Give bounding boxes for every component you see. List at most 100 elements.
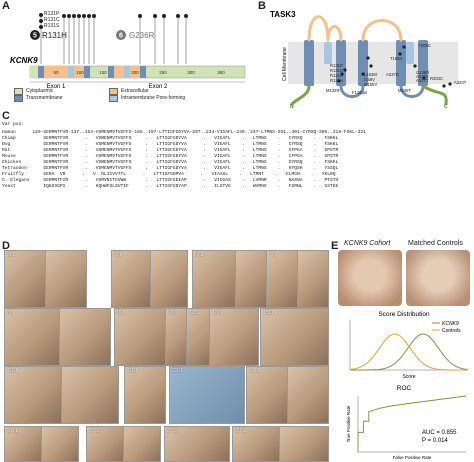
count-circle-1: 5 [33, 33, 37, 40]
label-a237d: A237D [386, 72, 399, 77]
swatch-tm [14, 95, 23, 102]
label-r131c: R131C [330, 68, 343, 73]
label-r131h: R131H [330, 78, 343, 83]
exon2-label: Exon 2 [149, 84, 168, 90]
count-circle-2: 6 [119, 33, 123, 40]
patient-photo: 7.1 [266, 250, 298, 308]
variant-labels-left: R131P R131C R131S [44, 12, 60, 29]
panel-label-a: A [2, 0, 10, 12]
patient-photo [297, 250, 329, 308]
panel-label-c: C [2, 110, 10, 122]
auc-value: AUC = 0.855 [422, 430, 457, 436]
label-a237t: A237T [416, 78, 429, 83]
label-m249t: M249T [398, 88, 411, 93]
label-i158v: I158V [364, 77, 375, 82]
patient-photo: 24.1 [246, 366, 288, 424]
kcnk9-density-curve [350, 333, 469, 371]
panel-label-b: B [258, 0, 266, 12]
panel-label-d: D [2, 240, 10, 252]
panel-c: Var pos: Human 129-GERMNTFVR-137..154-VS… [0, 122, 474, 238]
controls-composite-face [406, 250, 470, 306]
label-f136del: F136del [352, 90, 367, 95]
patient-photo: 27.2 [86, 426, 124, 462]
patient-photo [150, 250, 188, 308]
label-g236r: G236R [416, 70, 429, 75]
variant-r131h: R131H [42, 31, 67, 40]
patient-photo: 8.1 [4, 308, 60, 366]
roc-chart: ROC False Positive Rate True Positive Ra… [346, 385, 467, 460]
alignment-row-mouse: Mouse GERMNTFVR . VSMENMVTVGFFS . LTTIGF… [2, 154, 339, 159]
task3-topology-diagram: TASK3 Cell Membrane N C [270, 10, 467, 110]
alignment-row-fruitfly: Fruitfly GERA VR . V DLICVVTTL . LTTIGFG… [2, 172, 336, 177]
patient-photo [59, 308, 111, 366]
variant-label: R131P [44, 11, 60, 17]
variant-g236r: G236R [129, 31, 155, 40]
domain-bar [29, 65, 246, 79]
roc-curve [357, 395, 467, 452]
p-value: P = 0.014 [422, 438, 448, 444]
patient-photo [45, 250, 87, 308]
gene-name: KCNK9 [10, 56, 38, 65]
patient-photo: 6.1 [192, 250, 236, 308]
patient-photo: 12.1 [186, 308, 210, 366]
variant-label: R131S [44, 23, 60, 29]
c-terminus: C [444, 104, 448, 109]
roc-ylabel: True Positive Rate [346, 405, 351, 442]
patient-photo: 9.1 [114, 308, 166, 366]
panel-d: 2.1 3.1 6.1 7.1 8.1 9.1 9.2 12.1 13.1 15… [4, 250, 329, 462]
tick-100: 100 [76, 70, 84, 75]
roc-title: ROC [397, 385, 412, 392]
label-m132r: M132R [326, 88, 340, 93]
legend-pore: Intramembrane Pore-forming [121, 95, 186, 101]
dist-xlabel: Score [402, 374, 415, 380]
controls-density-curve [349, 333, 468, 371]
controls-title: Matched Controls [408, 240, 463, 247]
exon1-label: Exon 1 [47, 84, 66, 90]
tick-50: 50 [53, 70, 59, 75]
alignment-row-chimp: Chimp GERMNTFVR . VSMENMVTVGFFS . LTTIGF… [2, 136, 339, 141]
patient-photo: 15.1 [260, 308, 329, 366]
alignment-row-tetraodon: Tetraodon GERMNTFVR . VSMENMVTVGFFS . LT… [2, 166, 339, 171]
tick-350: 350 [217, 70, 225, 75]
panel-b: TASK3 Cell Membrane N C [268, 4, 472, 110]
kcnk9-protein-diagram: 5 6 50 100 150 200 250 300 350 KCNK9 [10, 13, 246, 90]
panel-a: 5 6 50 100 150 200 250 300 350 KCNK9 [8, 8, 253, 108]
patient-photo [123, 426, 161, 462]
panel-e: KCNK9 Cohort Matched Controls Score Dist… [336, 240, 472, 460]
score-distribution-chart: Score Distribution Score KCNK9 Controls [349, 311, 469, 380]
patient-photo [41, 426, 79, 462]
patient-photo: 27.1 [4, 426, 42, 462]
tick-150: 150 [99, 70, 107, 75]
variant-label: R131C [44, 17, 60, 23]
legend-controls: Controls [442, 328, 461, 334]
n-terminus: N [290, 104, 294, 109]
panel-label-e: E [331, 240, 339, 252]
task3-title: TASK3 [270, 10, 296, 19]
patient-photo [235, 250, 267, 308]
alignment-row-rat: Rat GERMNTFVR . VSMENMVTVGFFS . LTTIGFGD… [2, 148, 339, 153]
alignment-row-dog: Dog GERMNTFVR . VSMENMVTVGFFS . LTTIGFGD… [2, 142, 339, 147]
alignment-row-chicken: Chicken GERMNTFVR . VSMENMVTVGFFS . LTTI… [2, 160, 339, 165]
legend-extra: Extracellular [121, 88, 149, 94]
alignment-row-human: Human 129-GERMNTFVR-137..154-VSMENMVTVGF… [2, 130, 366, 135]
patient-photo: 29.1 [232, 426, 280, 462]
patient-photo: 9.2 [165, 308, 187, 366]
var-pos-header: Var pos: [2, 122, 25, 127]
dist-title: Score Distribution [378, 311, 430, 318]
patient-photo: 3.1 [111, 250, 151, 308]
label-t199a: T199A [390, 56, 403, 61]
legend-tm: Transmembrane [26, 95, 63, 101]
tick-300: 300 [187, 70, 195, 75]
patient-photo: 16.1 [4, 366, 62, 424]
patient-photo: 2.1 [4, 250, 46, 308]
patient-photo: 27.3 [164, 426, 230, 462]
label-r303c: R303C [430, 76, 443, 81]
patient-photo [61, 366, 119, 424]
membrane-band [288, 42, 458, 84]
label-a320t: A320T [454, 80, 467, 85]
swatch-extra [109, 88, 118, 95]
patient-photo: 13.1 [209, 308, 259, 366]
tick-200: 200 [131, 70, 139, 75]
cohort-title: KCNK9 Cohort [344, 240, 391, 247]
roc-xlabel: False Positive Rate [393, 455, 432, 460]
